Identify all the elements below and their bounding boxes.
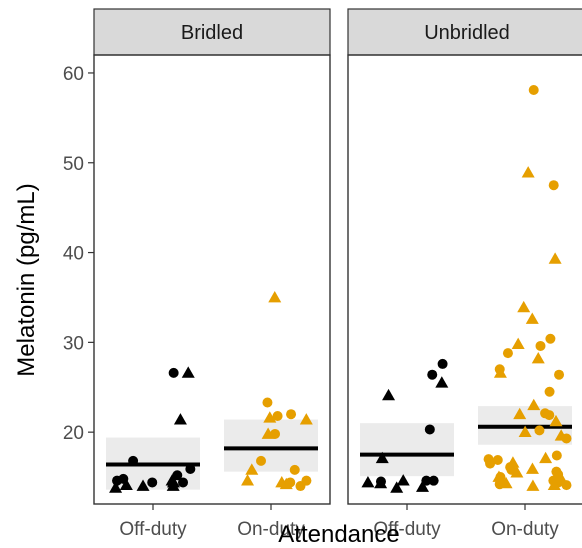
panel-border-unbridled xyxy=(347,54,582,505)
data-point-triangle xyxy=(511,337,525,350)
data-point-circle xyxy=(545,333,556,344)
data-point-circle xyxy=(502,348,513,359)
data-point-triangle xyxy=(525,462,539,474)
data-point-triangle xyxy=(165,474,179,486)
data-point-circle xyxy=(256,455,267,466)
data-point-circle xyxy=(428,475,439,486)
y-tick-label: 30 xyxy=(63,333,84,354)
data-point-circle xyxy=(544,386,555,397)
y-tick-label: 50 xyxy=(63,154,84,175)
x-axis-title: Attendance xyxy=(278,521,399,548)
data-point-triangle xyxy=(181,366,195,378)
data-point-circle xyxy=(424,424,435,435)
data-point-triangle xyxy=(526,479,540,491)
data-point-circle xyxy=(301,475,312,486)
y-tick-label: 60 xyxy=(63,64,84,85)
data-point-circle xyxy=(544,410,555,421)
data-point-triangle xyxy=(268,290,282,303)
data-point-triangle xyxy=(531,352,545,364)
data-point-circle xyxy=(178,477,189,488)
data-point-circle xyxy=(289,464,300,475)
x-tick-label: On-duty xyxy=(237,519,305,540)
panel-bridled: Bridled xyxy=(93,8,331,505)
data-point-triangle xyxy=(527,398,541,411)
data-point-triangle xyxy=(517,300,531,313)
data-point-circle xyxy=(485,458,496,469)
y-tick-label: 40 xyxy=(63,244,84,265)
data-point-triangle xyxy=(375,451,389,464)
data-point-circle xyxy=(492,454,503,465)
data-point-triangle xyxy=(518,425,532,438)
data-point-triangle xyxy=(554,472,568,484)
data-point-triangle xyxy=(109,481,123,493)
data-point-triangle xyxy=(390,481,404,493)
data-point-triangle xyxy=(493,366,507,378)
data-point-circle xyxy=(535,340,546,351)
x-axis: Off-duty On-duty Off-duty On-duty xyxy=(119,504,559,540)
y-axis: 20 30 40 50 60 xyxy=(63,64,94,444)
data-point-circle xyxy=(168,367,179,378)
data-point-triangle xyxy=(263,411,277,423)
data-point-triangle xyxy=(549,414,563,427)
data-point-circle xyxy=(548,180,559,191)
ci-band xyxy=(224,419,318,472)
strip-label-unbridled: Unbridled xyxy=(424,22,510,44)
strip-label-bridled: Bridled xyxy=(181,22,243,44)
data-point-triangle xyxy=(119,478,133,491)
data-point-triangle xyxy=(548,252,562,264)
data-point-triangle xyxy=(261,427,275,439)
data-point-circle xyxy=(185,463,196,474)
data-point-triangle xyxy=(361,475,375,488)
data-point-triangle xyxy=(513,407,527,420)
strip-bridled xyxy=(93,8,331,56)
data-point-triangle xyxy=(382,388,396,401)
data-point-circle xyxy=(551,450,562,461)
data-point-circle xyxy=(437,358,448,369)
data-point-circle xyxy=(262,397,273,408)
data-point-circle xyxy=(147,477,158,488)
data-point-triangle xyxy=(521,166,535,178)
data-point-triangle xyxy=(547,478,561,491)
group-bridled-off-duty xyxy=(106,366,200,493)
x-tick-label: On-duty xyxy=(491,519,559,540)
data-point-triangle xyxy=(415,480,429,492)
data-point-circle xyxy=(427,369,438,380)
data-point-circle xyxy=(112,475,123,486)
data-point-triangle xyxy=(525,312,539,324)
data-point-circle xyxy=(286,409,297,420)
y-axis-title: Melatonin (pg/mL) xyxy=(13,183,40,376)
group-unbridled-on-duty xyxy=(478,85,572,491)
data-point-circle xyxy=(272,410,283,421)
data-point-circle xyxy=(534,425,545,436)
data-point-triangle xyxy=(374,476,388,489)
data-point-circle xyxy=(172,470,183,481)
data-point-triangle xyxy=(299,413,313,425)
data-point-triangle xyxy=(499,476,513,489)
data-point-triangle xyxy=(245,463,259,475)
data-point-triangle xyxy=(492,470,506,482)
panel-unbridled: Unbridled xyxy=(347,8,582,505)
data-point-circle xyxy=(528,85,539,96)
data-point-triangle xyxy=(241,474,255,486)
x-tick-label: Off-duty xyxy=(119,519,187,540)
data-point-triangle xyxy=(435,376,449,388)
data-point-triangle xyxy=(279,477,293,490)
data-point-triangle xyxy=(173,413,187,425)
panel-border-bridled xyxy=(93,54,331,505)
data-point-triangle xyxy=(136,479,150,491)
data-point-circle xyxy=(128,455,139,466)
y-tick-label: 20 xyxy=(63,423,84,444)
data-point-triangle xyxy=(396,474,410,486)
data-point-triangle xyxy=(510,466,524,478)
ci-band xyxy=(360,423,454,477)
data-point-triangle xyxy=(506,456,520,468)
group-unbridled-off-duty xyxy=(360,358,454,493)
x-tick-label: Off-duty xyxy=(373,519,441,540)
group-bridled-on-duty xyxy=(224,290,318,492)
data-point-triangle xyxy=(554,429,568,441)
data-point-triangle xyxy=(539,451,553,464)
data-point-circle xyxy=(554,369,565,380)
